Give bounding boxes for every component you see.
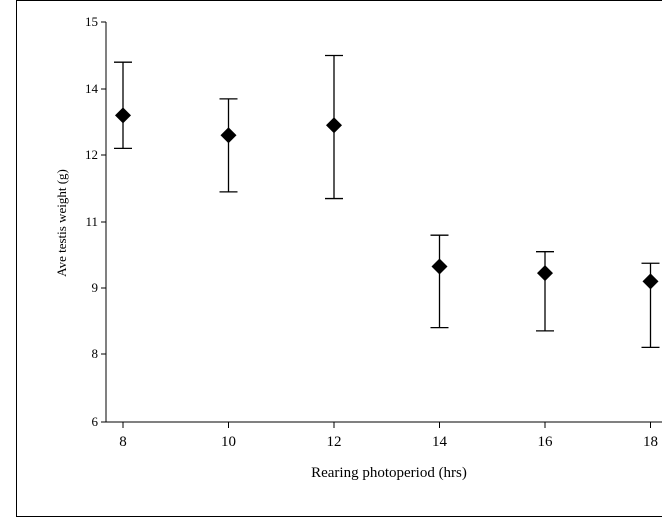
- x-tick-label: 10: [221, 434, 236, 450]
- y-tick-label: 12: [85, 147, 98, 162]
- x-tick-label: 16: [538, 434, 554, 450]
- x-tick-label: 18: [643, 434, 658, 450]
- data-point-group: [536, 251, 554, 332]
- y-tick-label: 9: [92, 280, 99, 295]
- diamond-marker: [115, 107, 131, 124]
- x-tick-label: 14: [432, 434, 448, 450]
- data-point-group: [325, 54, 343, 200]
- x-tick-label: 12: [327, 434, 342, 450]
- y-axis-title: Ave testis weight (g): [54, 169, 69, 277]
- y-tick-label: 15: [85, 14, 98, 29]
- diamond-marker: [326, 117, 342, 134]
- y-tick-label: 8: [92, 346, 99, 361]
- data-point-group: [219, 98, 238, 193]
- chart-frame: [16, 0, 662, 517]
- x-tick-label: 8: [119, 434, 127, 450]
- diamond-marker: [642, 273, 659, 290]
- y-axis: 6 8 9 11 12 14 15: [85, 14, 107, 429]
- y-tick-label: 6: [92, 414, 99, 429]
- x-axis-title: Rearing photoperiod (hrs): [311, 465, 467, 481]
- diamond-marker: [431, 258, 448, 275]
- data-point-group: [430, 234, 449, 329]
- diamond-marker: [220, 127, 237, 144]
- data-point-group: [114, 61, 132, 150]
- y-tick-label: 11: [85, 214, 98, 229]
- x-axis: 8 10 12 14 16 18: [106, 421, 662, 450]
- diamond-marker: [537, 265, 553, 282]
- y-tick-label: 14: [85, 81, 99, 96]
- data-point-group: [641, 262, 660, 349]
- data-marks: [114, 54, 660, 349]
